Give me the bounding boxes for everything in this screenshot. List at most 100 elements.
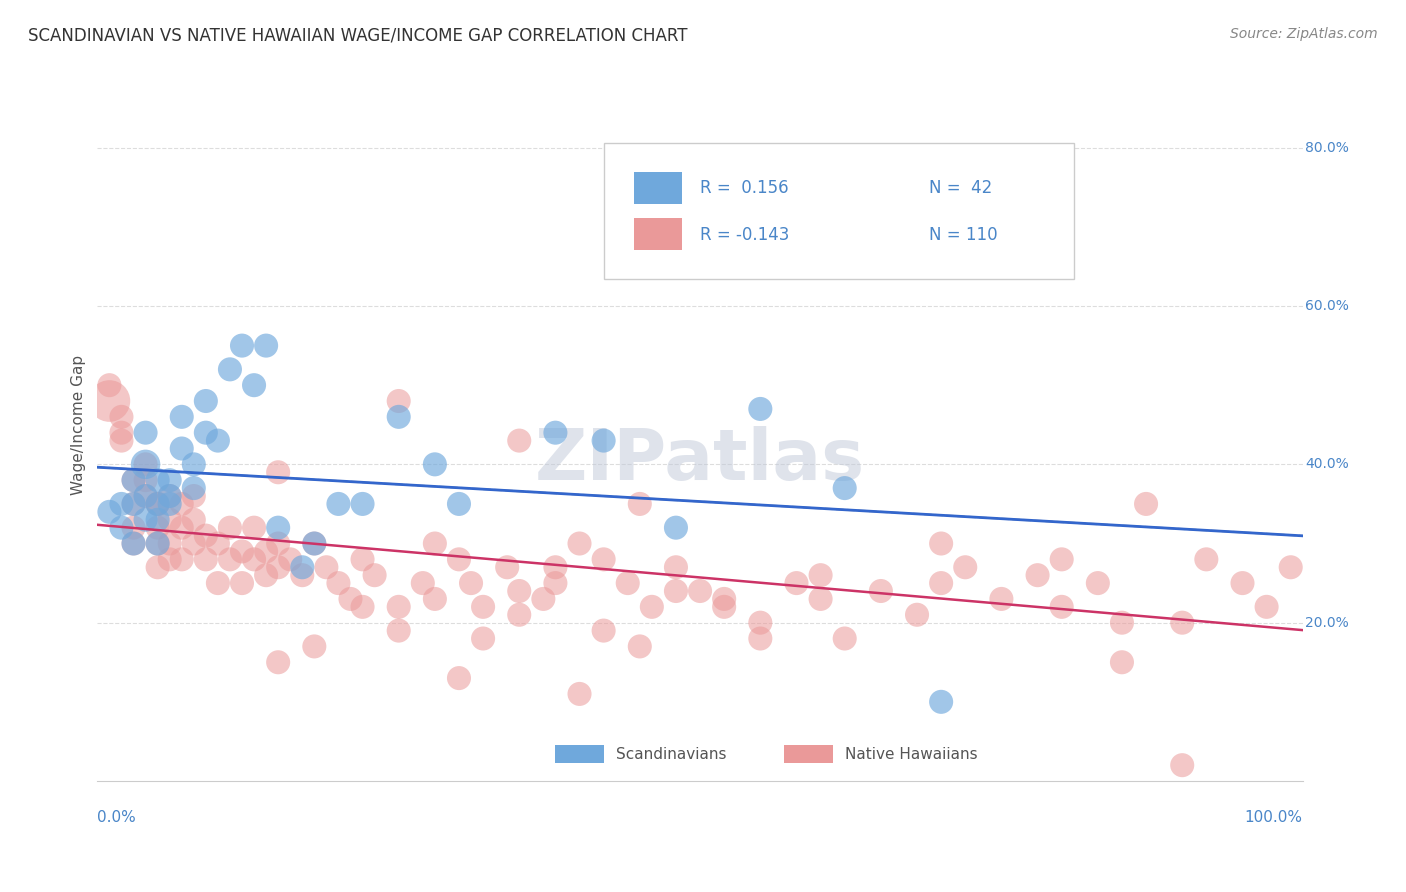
Point [194, 552, 217, 566]
Point [352, 552, 374, 566]
FancyBboxPatch shape [555, 746, 603, 764]
Point [231, 576, 253, 591]
Text: SCANDINAVIAN VS NATIVE HAWAIIAN WAGE/INCOME GAP CORRELATION CHART: SCANDINAVIAN VS NATIVE HAWAIIAN WAGE/INC… [28, 27, 688, 45]
Point [170, 442, 193, 456]
Point [1279, 560, 1302, 574]
Point [122, 497, 145, 511]
Point [339, 591, 361, 606]
Point [98, 394, 121, 409]
Point [207, 536, 229, 550]
Point [870, 584, 893, 599]
Point [159, 552, 181, 566]
Text: 80.0%: 80.0% [1305, 141, 1348, 154]
Text: Native Hawaiians: Native Hawaiians [845, 747, 977, 762]
Point [146, 473, 169, 487]
Point [194, 528, 217, 542]
Point [1050, 552, 1073, 566]
Point [267, 560, 290, 574]
Point [568, 687, 591, 701]
Text: R = -0.143: R = -0.143 [700, 226, 789, 244]
Point [231, 338, 253, 352]
Point [122, 497, 145, 511]
Point [170, 497, 193, 511]
Text: N = 110: N = 110 [929, 226, 998, 244]
Point [713, 591, 735, 606]
Point [785, 576, 807, 591]
Point [159, 489, 181, 503]
Point [219, 521, 242, 535]
Text: 20.0%: 20.0% [1305, 615, 1348, 630]
Point [304, 640, 326, 654]
Point [267, 655, 290, 669]
Point [135, 473, 157, 487]
Point [749, 401, 772, 416]
Point [135, 458, 157, 472]
Point [508, 607, 530, 622]
Point [834, 632, 856, 646]
Point [328, 497, 350, 511]
Point [568, 536, 591, 550]
Point [929, 576, 952, 591]
Point [1171, 615, 1194, 630]
Point [122, 521, 145, 535]
Point [990, 591, 1012, 606]
Point [135, 489, 157, 503]
Point [929, 536, 952, 550]
Point [1256, 599, 1278, 614]
Point [628, 640, 651, 654]
Point [834, 481, 856, 495]
Point [98, 378, 121, 392]
Point [592, 624, 614, 638]
Point [749, 632, 772, 646]
Point [146, 497, 169, 511]
Point [159, 473, 181, 487]
Point [749, 615, 772, 630]
Point [508, 584, 530, 599]
Point [219, 362, 242, 376]
Text: 40.0%: 40.0% [1305, 458, 1348, 471]
Point [665, 584, 688, 599]
Point [810, 568, 832, 582]
Point [219, 552, 242, 566]
Point [207, 434, 229, 448]
Point [472, 599, 495, 614]
Point [929, 695, 952, 709]
Point [291, 560, 314, 574]
Point [304, 536, 326, 550]
Point [254, 568, 277, 582]
Point [122, 473, 145, 487]
Point [388, 409, 411, 424]
Point [496, 560, 519, 574]
Point [183, 536, 205, 550]
Point [665, 521, 688, 535]
Point [592, 434, 614, 448]
Point [616, 576, 638, 591]
Point [1050, 599, 1073, 614]
Point [243, 521, 266, 535]
Point [122, 536, 145, 550]
Point [98, 505, 121, 519]
FancyBboxPatch shape [785, 746, 832, 764]
Point [447, 552, 470, 566]
Point [1111, 615, 1133, 630]
Point [544, 576, 567, 591]
Point [159, 513, 181, 527]
Text: N =  42: N = 42 [929, 179, 993, 197]
Point [810, 591, 832, 606]
Point [146, 513, 169, 527]
Point [170, 409, 193, 424]
Point [423, 536, 446, 550]
Point [207, 576, 229, 591]
Text: Scandinavians: Scandinavians [616, 747, 725, 762]
Point [352, 497, 374, 511]
Point [110, 521, 132, 535]
Point [159, 489, 181, 503]
Point [183, 489, 205, 503]
Point [183, 458, 205, 472]
Point [170, 521, 193, 535]
Point [135, 489, 157, 503]
Point [146, 536, 169, 550]
Point [641, 599, 664, 614]
Point [146, 521, 169, 535]
Point [328, 576, 350, 591]
